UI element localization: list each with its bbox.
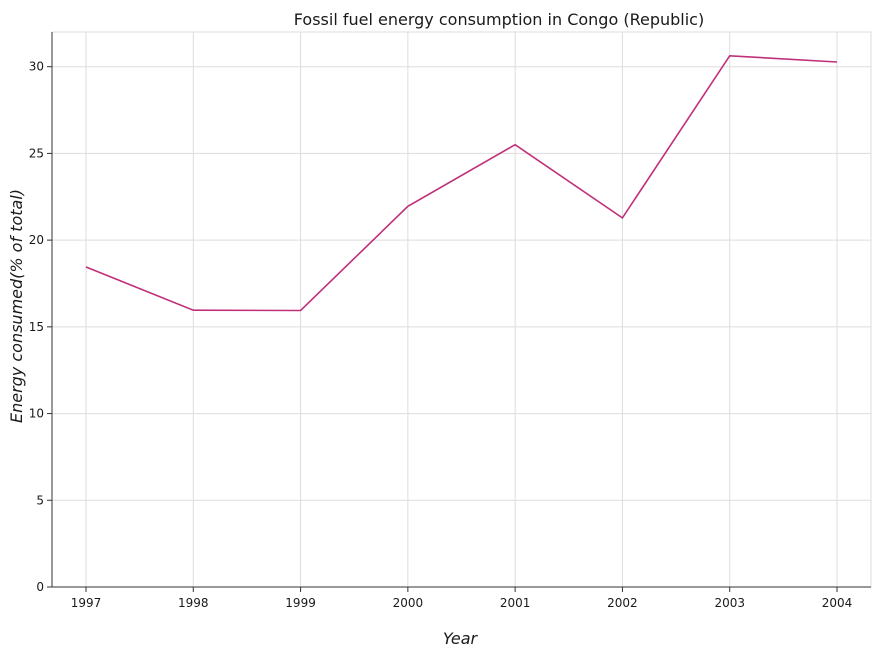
x-tick-label: 1998	[178, 596, 209, 610]
y-tick-label: 20	[29, 233, 44, 247]
x-tick-label: 2004	[822, 596, 853, 610]
y-tick-label: 25	[29, 146, 44, 160]
x-tick-label: 2002	[607, 596, 638, 610]
chart-title: Fossil fuel energy consumption in Congo …	[294, 10, 704, 29]
x-tick-label: 2000	[393, 596, 424, 610]
y-tick-label: 30	[29, 60, 44, 74]
y-axis-label: Energy consumed(% of total)	[7, 189, 26, 423]
y-tick-label: 0	[36, 580, 44, 594]
x-axis-label: Year	[443, 629, 479, 648]
x-tick-label: 1997	[71, 596, 102, 610]
x-tick-label: 2001	[500, 596, 531, 610]
y-tick-label: 10	[29, 407, 44, 421]
plot-area: 0 5 10 15 20 25 30 1997 1998 1999 2000 2001 2002 2003…	[29, 31, 872, 610]
x-tick-label: 2003	[714, 596, 745, 610]
y-tick-label: 5	[36, 493, 44, 507]
plot-frame	[51, 31, 872, 588]
x-tick-label: 1999	[285, 596, 316, 610]
y-tick-label: 15	[29, 320, 44, 334]
series-line	[85, 54, 838, 312]
